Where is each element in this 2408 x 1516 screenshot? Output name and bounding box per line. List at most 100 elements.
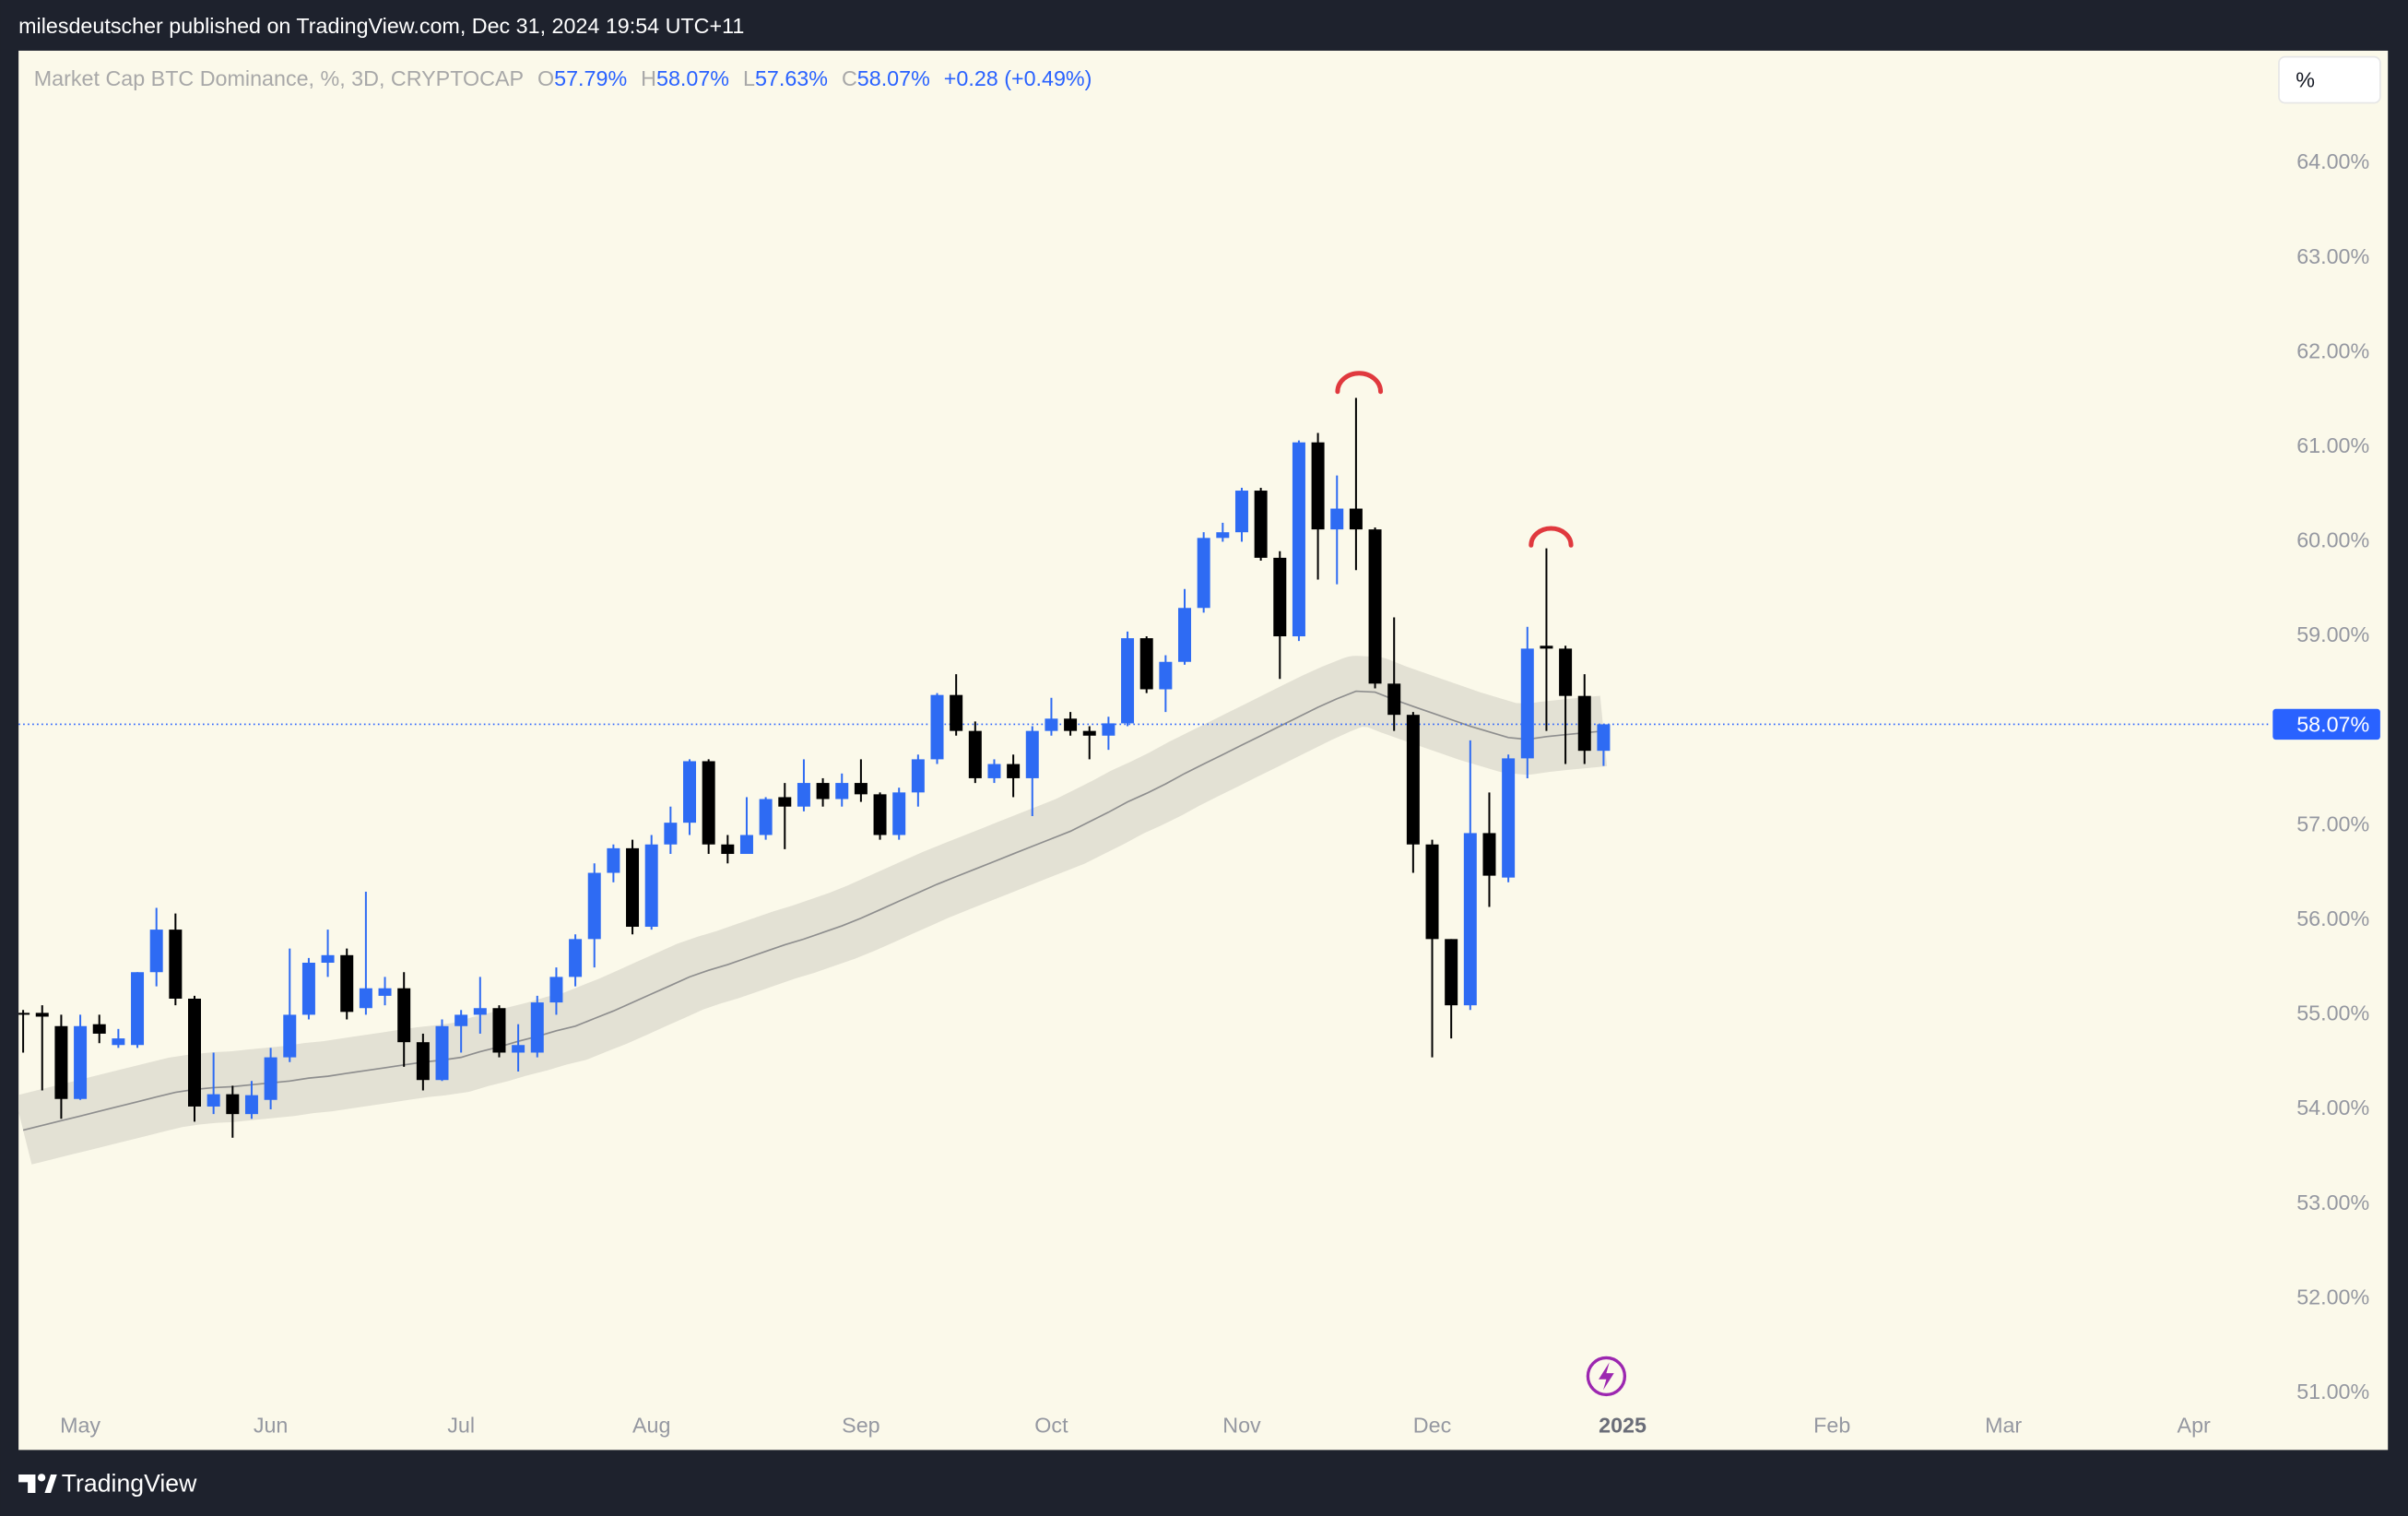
candle-body: [435, 1025, 449, 1081]
candle-body: [74, 1025, 88, 1099]
candle-body: [835, 783, 849, 799]
candle-body: [35, 1013, 49, 1017]
candle-body: [473, 1008, 487, 1015]
candle-body: [1368, 529, 1382, 684]
candle-body: [54, 1025, 68, 1099]
y-tick-label: 61.00%: [2296, 433, 2369, 457]
ma-line: [22, 690, 1604, 1131]
candle-body: [416, 1042, 430, 1081]
candle-body: [1254, 491, 1268, 558]
y-tick-label: 53.00%: [2296, 1190, 2369, 1214]
candle-body: [1445, 939, 1458, 1006]
scale-button[interactable]: [2278, 55, 2381, 104]
legend-value: 58.07%: [857, 66, 930, 90]
candle-body: [911, 759, 925, 793]
legend-key: O: [537, 66, 554, 90]
y-tick-label: 59.00%: [2296, 622, 2369, 646]
y-tick-label: 64.00%: [2296, 149, 2369, 173]
candle-body: [1425, 844, 1439, 940]
candle-body: [1540, 645, 1553, 649]
candle-body: [1292, 442, 1305, 637]
overlay-layer: 64.00% 63.00% 62.00% 61.00% 60.00% 59.00% 57.0…: [34, 66, 2380, 1438]
candle-body: [378, 988, 392, 996]
candle-body: [1234, 491, 1248, 533]
candle-body: [1559, 648, 1573, 696]
candle-body: [131, 972, 145, 1046]
candle-body: [454, 1014, 468, 1026]
legend-key: L: [743, 66, 755, 90]
y-tick-label: 54.00%: [2296, 1096, 2369, 1119]
x-tick-label: Jul: [447, 1414, 475, 1438]
candle-body: [797, 783, 810, 807]
candle-body: [664, 823, 678, 845]
x-tick-label: May: [60, 1414, 100, 1438]
last-price-badge: [2272, 708, 2380, 740]
y-tick-label: 60.00%: [2296, 528, 2369, 552]
candle-body: [188, 998, 201, 1107]
y-tick-label: 55.00%: [2296, 1001, 2369, 1025]
last-price-label: 58.07%: [2296, 712, 2369, 736]
candle-body: [1007, 764, 1021, 778]
candle-body: [1178, 608, 1192, 662]
candle-body: [397, 988, 411, 1043]
x-tick-label: Aug: [632, 1414, 670, 1438]
y-tick-label: 51.00%: [2296, 1380, 2369, 1403]
y-tick-label: 52.00%: [2296, 1285, 2369, 1309]
legend-value: 58.07%: [656, 66, 729, 90]
candle-body: [854, 783, 868, 795]
candle-body: [644, 844, 658, 928]
legend-change: +0.28 (+0.49%): [944, 66, 1092, 90]
candle-body: [207, 1094, 220, 1107]
candle-body: [92, 1024, 106, 1034]
candle-body: [1159, 661, 1173, 690]
candle-body: [626, 847, 640, 928]
candle-body: [359, 988, 372, 1009]
y-tick-label: 56.00%: [2296, 906, 2369, 930]
x-tick-label: Dec: [1413, 1414, 1452, 1438]
candle-body: [1139, 638, 1153, 690]
candle-body: [169, 930, 183, 999]
candle-body: [1482, 833, 1496, 876]
candle-body: [873, 794, 887, 835]
candle-body: [1121, 638, 1135, 724]
y-tick-label: 62.00%: [2296, 338, 2369, 362]
candle-body: [226, 1094, 240, 1115]
candle-body: [759, 799, 773, 835]
candle-body: [987, 764, 1001, 778]
candle-body: [1025, 730, 1039, 778]
candle-body: [778, 797, 792, 807]
candle-body: [607, 847, 620, 873]
candle-body: [149, 930, 163, 973]
y-tick-label: 57.00%: [2296, 811, 2369, 835]
candle-body: [587, 872, 601, 940]
x-tick-label: Sep: [842, 1414, 879, 1438]
brand-logo: [18, 1474, 57, 1494]
candle-body: [1102, 723, 1115, 736]
x-tick-label: Apr: [2178, 1414, 2211, 1438]
candle-body: [721, 844, 735, 855]
candle-body: [1082, 730, 1096, 736]
candle-body: [1463, 833, 1477, 1006]
event-icon[interactable]: [1586, 1356, 1627, 1397]
candle-layer: [18, 397, 1611, 1138]
candle-body: [1273, 557, 1287, 637]
legend-value: 57.63%: [755, 66, 828, 90]
candle-body: [1349, 508, 1363, 530]
x-tick-label: Feb: [1813, 1414, 1850, 1438]
candle-body: [1311, 442, 1325, 530]
candle-body: [1330, 508, 1344, 530]
scale-button-label[interactable]: %: [2296, 67, 2315, 91]
legend-key: C: [842, 66, 857, 90]
x-tick-label: Oct: [1034, 1414, 1068, 1438]
candle-body: [264, 1057, 277, 1100]
candle-body: [18, 1013, 30, 1015]
candle-body: [301, 963, 315, 1015]
candle-body: [512, 1045, 525, 1053]
candle-body: [1502, 758, 1516, 878]
candle-body: [968, 730, 982, 778]
top-arc-annotation: [1529, 526, 1574, 548]
x-tick-label: 2025: [1599, 1414, 1647, 1438]
candle-body: [1577, 695, 1591, 752]
